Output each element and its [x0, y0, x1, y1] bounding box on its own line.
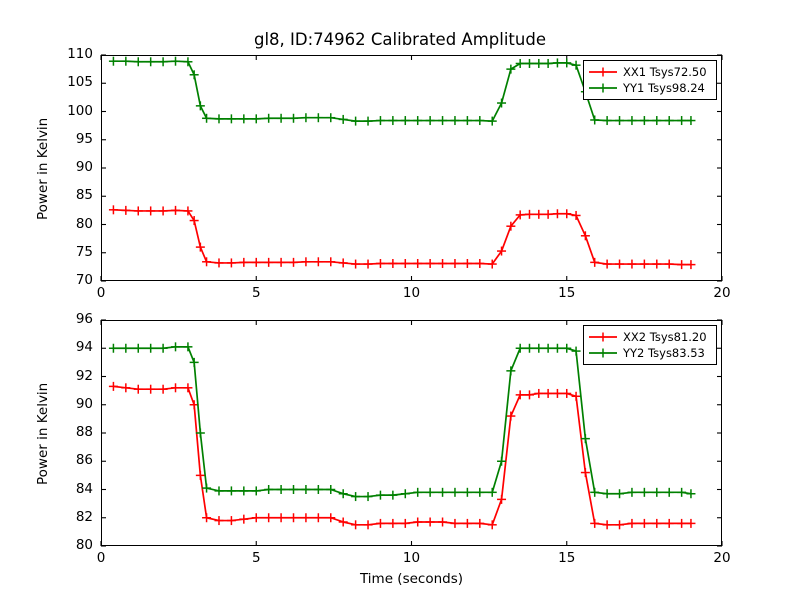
- legend-line-marker-icon: [589, 67, 617, 77]
- y-tick-label: 82: [75, 508, 93, 525]
- legend-label: XX2 Tsys81.20: [623, 330, 707, 344]
- legend-bottom: XX2 Tsys81.20 YY2 Tsys83.53: [583, 325, 717, 365]
- legend-line-marker-icon: [589, 332, 617, 342]
- x-tick-label: 10: [402, 550, 421, 566]
- legend-entry: YY2 Tsys83.53: [588, 345, 711, 361]
- x-tick-label: 5: [251, 285, 261, 301]
- y-tick-label: 95: [75, 130, 93, 147]
- y-tick-label: 100: [67, 102, 93, 119]
- x-tick-label: 0: [96, 550, 106, 566]
- x-tick-label: 15: [558, 550, 576, 566]
- y-tick-label: 80: [75, 537, 93, 553]
- y-tick-label: 90: [75, 395, 93, 412]
- y-tick-label: 84: [75, 480, 93, 497]
- y-tick-label: 70: [75, 272, 93, 288]
- legend-line-marker-icon: [589, 83, 617, 93]
- y-tick-label: 105: [67, 74, 93, 91]
- y-tick-label: 96: [75, 311, 93, 327]
- y-tick-label: 75: [75, 243, 93, 260]
- legend-top: XX1 Tsys72.50 YY1 Tsys98.24: [583, 60, 717, 100]
- y-tick-label: 80: [75, 215, 93, 232]
- x-axis-label: Time (seconds): [359, 571, 464, 587]
- y-tick-label: 90: [75, 159, 93, 175]
- x-tick-label: 10: [402, 285, 421, 301]
- legend-label: YY1 Tsys98.24: [623, 81, 705, 95]
- x-tick-label: 20: [713, 550, 731, 566]
- y-tick-label: 88: [75, 424, 93, 440]
- x-tick-label: 15: [558, 285, 576, 301]
- x-tick-label: 5: [251, 550, 261, 566]
- legend-line-marker-icon: [589, 348, 617, 358]
- y-axis-label: Power in Kelvin: [35, 382, 51, 485]
- y-tick-label: 110: [67, 46, 93, 62]
- y-tick-label: 92: [75, 367, 93, 384]
- y-tick-label: 86: [75, 452, 93, 469]
- legend-entry: XX1 Tsys72.50: [588, 64, 711, 80]
- legend-label: XX1 Tsys72.50: [623, 65, 707, 79]
- page-title: gl8, ID:74962 Calibrated Amplitude: [254, 30, 546, 49]
- x-tick-label: 20: [713, 285, 731, 301]
- y-tick-label: 94: [75, 339, 93, 356]
- legend-entry: XX2 Tsys81.20: [588, 329, 711, 345]
- y-tick-label: 85: [75, 187, 93, 204]
- x-tick-label: 0: [96, 285, 106, 301]
- legend-label: YY2 Tsys83.53: [623, 346, 705, 360]
- legend-entry: YY1 Tsys98.24: [588, 80, 711, 96]
